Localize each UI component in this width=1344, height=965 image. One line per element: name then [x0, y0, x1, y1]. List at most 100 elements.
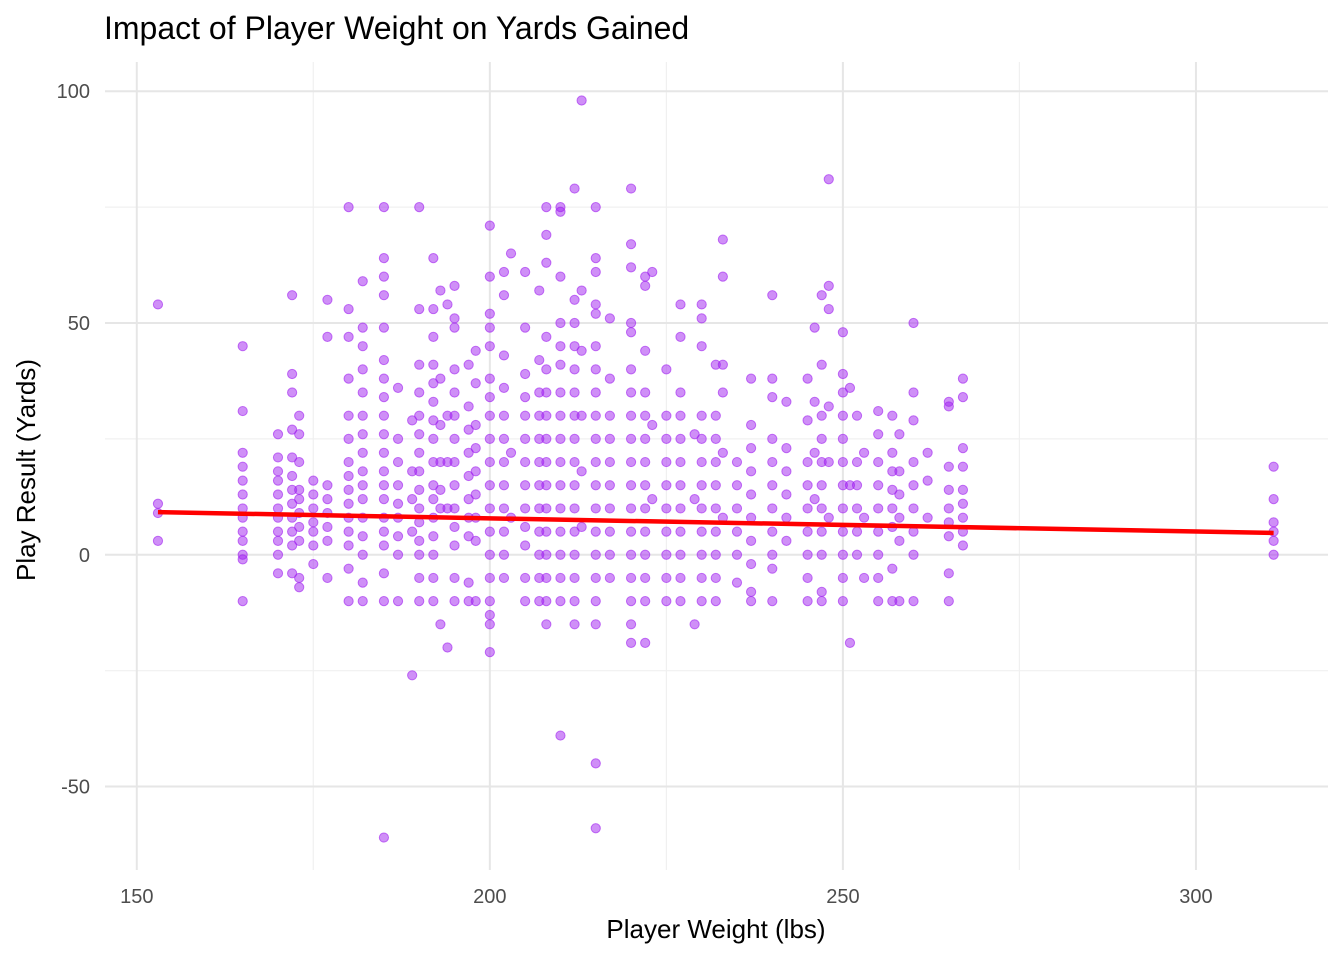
data-point — [661, 480, 672, 491]
data-point — [908, 596, 919, 607]
data-point — [731, 480, 743, 491]
data-point — [816, 586, 827, 597]
data-point — [308, 526, 319, 537]
data-point — [541, 596, 552, 607]
data-point — [435, 419, 446, 431]
data-point — [322, 480, 333, 491]
data-point — [287, 526, 298, 537]
data-point — [837, 410, 848, 421]
data-point — [541, 364, 552, 375]
data-point — [640, 549, 651, 560]
data-point — [767, 526, 778, 537]
data-point — [541, 503, 552, 514]
data-point — [449, 433, 460, 444]
data-point — [378, 596, 390, 607]
data-point — [823, 174, 834, 185]
data-point — [887, 410, 898, 421]
data-point — [237, 554, 248, 565]
data-point — [576, 466, 587, 477]
data-point — [640, 596, 651, 607]
data-point — [287, 498, 298, 509]
data-point — [272, 466, 284, 477]
data-point — [357, 410, 368, 421]
data-point — [555, 480, 566, 491]
data-point — [710, 410, 721, 421]
data-point — [675, 433, 686, 444]
data-point — [484, 308, 495, 319]
data-point — [590, 456, 601, 468]
data-point — [943, 484, 954, 495]
data-point — [520, 266, 531, 278]
data-point — [625, 410, 637, 421]
data-point — [414, 572, 425, 584]
data-point — [625, 503, 637, 514]
data-point — [696, 341, 707, 352]
data-point — [287, 424, 298, 435]
data-point — [590, 201, 601, 213]
data-point — [357, 577, 368, 588]
data-point — [590, 410, 601, 421]
data-point — [541, 572, 552, 584]
data-point — [604, 373, 615, 384]
data-point — [378, 410, 390, 421]
data-point — [555, 341, 566, 352]
data-point — [661, 572, 672, 584]
data-point — [308, 540, 319, 551]
data-point — [569, 503, 580, 514]
data-point — [541, 387, 552, 398]
data-point — [484, 373, 495, 384]
data-point — [378, 201, 390, 213]
data-point — [378, 466, 390, 477]
data-point — [449, 540, 460, 551]
data-point — [484, 549, 495, 560]
data-point — [541, 331, 552, 342]
data-point — [449, 410, 460, 421]
data-point — [696, 526, 707, 537]
data-point — [767, 290, 778, 301]
data-point — [640, 572, 651, 584]
data-point — [357, 276, 368, 287]
data-point — [781, 396, 792, 407]
data-point — [696, 503, 707, 514]
data-point — [1268, 549, 1279, 560]
data-point — [541, 433, 552, 444]
data-point — [837, 433, 848, 444]
data-point — [569, 294, 580, 305]
data-point — [943, 568, 954, 579]
data-point — [696, 549, 707, 560]
data-point — [894, 429, 905, 440]
data-point — [943, 461, 954, 472]
data-point — [505, 248, 517, 259]
data-point — [534, 285, 545, 296]
data-point — [294, 582, 305, 593]
data-point — [957, 484, 969, 495]
data-point — [604, 433, 615, 444]
data-point — [428, 303, 439, 315]
data-point — [569, 456, 580, 468]
data-point — [640, 387, 651, 398]
data-point — [675, 299, 686, 310]
data-point — [943, 531, 954, 542]
data-point — [781, 443, 792, 454]
data-point — [414, 535, 425, 546]
data-point — [604, 313, 615, 324]
data-point — [555, 317, 566, 329]
data-point — [343, 201, 354, 213]
data-point — [378, 252, 390, 264]
data-point — [520, 480, 531, 491]
data-point — [463, 531, 474, 542]
data-point — [851, 480, 863, 491]
data-point — [484, 392, 495, 403]
data-point — [272, 535, 284, 546]
data-point — [378, 322, 390, 333]
tick-labels: 150 200 250 300 -50 0 50 100 — [57, 81, 1213, 908]
data-point — [745, 489, 757, 500]
data-point — [908, 317, 919, 329]
data-point — [604, 572, 615, 584]
data-point — [555, 549, 566, 560]
data-point — [498, 549, 510, 560]
data-point — [287, 368, 298, 380]
data-point — [590, 433, 601, 444]
data-point — [858, 572, 870, 584]
data-point — [484, 271, 495, 282]
